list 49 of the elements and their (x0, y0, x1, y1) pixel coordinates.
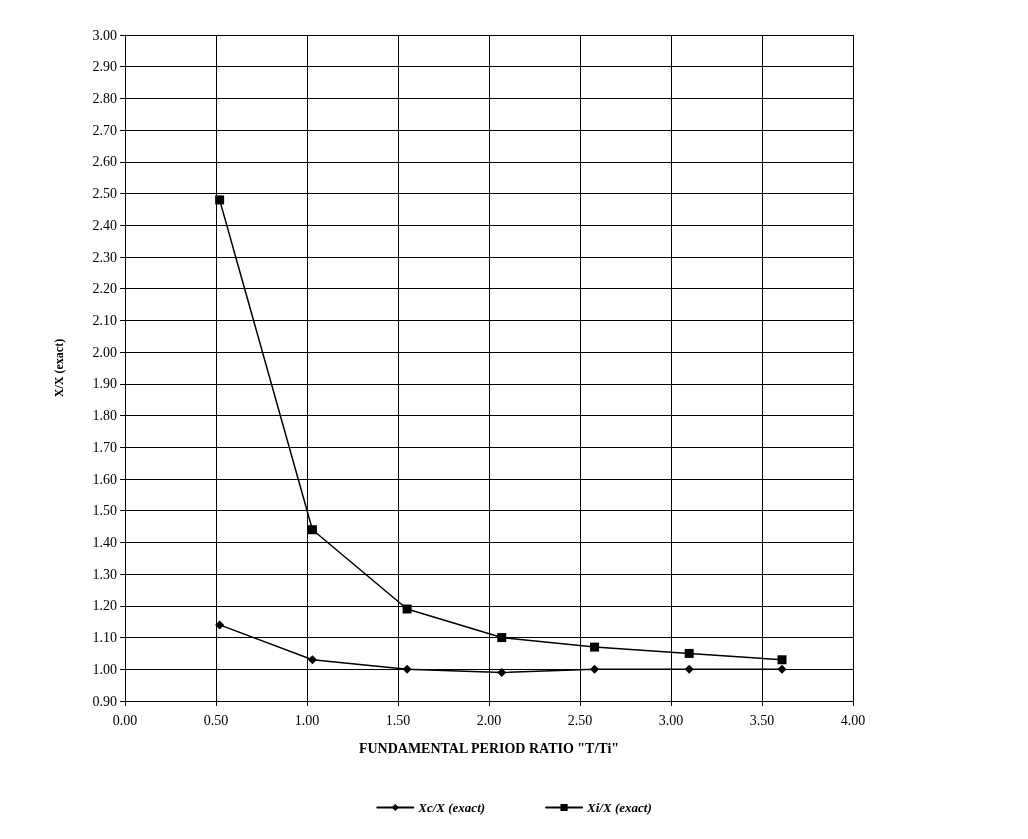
x-tick-label: 3.50 (749, 712, 775, 728)
y-tick-label: 2.90 (92, 59, 117, 75)
point (497, 667, 507, 677)
point (777, 664, 787, 674)
y-tick-label: 2.40 (92, 217, 117, 233)
point (777, 655, 787, 665)
point (684, 648, 694, 658)
y-tick-label: 2.30 (92, 249, 117, 265)
x-axis-title: FUNDAMENTAL PERIOD RATIO "T/Ti" (358, 740, 620, 756)
x-tick-label: 1.00 (294, 712, 320, 728)
y-tick-label: 1.70 (92, 439, 117, 455)
point (684, 664, 694, 674)
y-tick-label: 2.00 (92, 344, 117, 360)
x-tick-label: 3.00 (658, 712, 684, 728)
y-tick-label: 0.90 (92, 693, 117, 709)
y-tick-label: 1.20 (92, 598, 117, 614)
point (215, 195, 225, 205)
legend-label: Xi/X (exact) (586, 800, 652, 815)
y-tick-label: 2.60 (92, 154, 117, 170)
y-tick-label: 2.70 (92, 122, 117, 138)
y-tick-label: 2.10 (92, 312, 117, 328)
point (402, 604, 412, 614)
point (307, 525, 317, 535)
point (590, 664, 600, 674)
y-tick-label: 3.00 (92, 27, 117, 43)
point (402, 664, 412, 674)
point (215, 620, 225, 630)
y-tick-label: 1.40 (92, 534, 117, 550)
y-tick-label: 1.80 (92, 408, 117, 424)
y-tick-label: 2.20 (92, 281, 117, 297)
x-tick-label: 4.00 (840, 712, 866, 728)
y-axis-title: X/X (exact) (52, 338, 66, 398)
y-tick-label: 1.50 (92, 503, 117, 519)
y-tick-label: 1.60 (92, 471, 117, 487)
legend-label: Xc/X (exact) (417, 800, 486, 815)
point (590, 642, 600, 652)
x-tick-label: 0.00 (112, 712, 138, 728)
y-tick-label: 1.90 (92, 376, 117, 392)
x-tick-label: 2.00 (476, 712, 502, 728)
y-tick-label: 1.30 (92, 566, 117, 582)
x-tick-label: 0.50 (203, 712, 229, 728)
y-tick-label: 1.00 (92, 661, 117, 677)
x-tick-label: 1.50 (385, 712, 411, 728)
y-tick-label: 2.50 (92, 186, 117, 202)
y-tick-label: 1.10 (92, 630, 117, 646)
y-tick-label: 2.80 (92, 90, 117, 106)
point (307, 655, 317, 665)
point (497, 633, 507, 643)
x-tick-label: 2.50 (567, 712, 593, 728)
